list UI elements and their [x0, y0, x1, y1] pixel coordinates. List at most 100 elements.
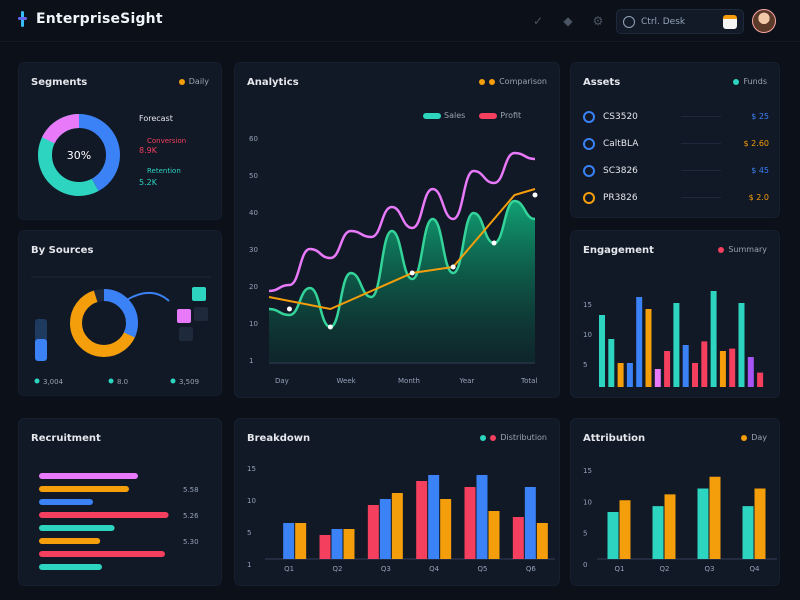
area-fill-sales [269, 201, 535, 363]
bar-a [319, 535, 331, 559]
bar-a [697, 488, 709, 559]
legend-square-dark [179, 327, 193, 341]
series-line-trend [268, 188, 536, 311]
recruitment-bar [39, 512, 169, 518]
asset-row[interactable]: PR3826 $ 2.0 [583, 184, 769, 211]
asset-row[interactable]: CaltBLA $ 2.60 [583, 130, 769, 157]
analytics-legend[interactable]: Comparison [479, 77, 547, 86]
coin-icon [583, 191, 595, 204]
series-label-sales: Sales [444, 111, 466, 120]
y-tick-label: 10 [583, 331, 592, 339]
settings-icon[interactable]: ⚙ [592, 14, 604, 28]
bar-a [607, 512, 619, 559]
engagement-bar [673, 303, 680, 387]
overview-legend-label: Daily [188, 77, 209, 86]
data-point [409, 270, 415, 276]
breakdown-title: Breakdown [247, 433, 311, 444]
asset-name: CS3520 [603, 111, 638, 122]
brand[interactable]: EnterpriseSight [18, 11, 163, 27]
stat-label-forecast: Forecast [139, 114, 173, 123]
engagement-bar [608, 339, 615, 387]
assets-legend[interactable]: Funds [733, 77, 767, 86]
sources-footer-1: 3,004 [43, 378, 64, 386]
bar-a [367, 505, 379, 559]
asset-row[interactable]: CS3520 $ 25 [583, 103, 769, 130]
overview-legend[interactable]: Daily [178, 77, 209, 86]
y-tick-label: 5 [247, 529, 251, 537]
sources-card: By Sources 3,004 8.0 3,509 [18, 230, 222, 396]
asset-divider [681, 197, 721, 198]
engagement-bar [701, 341, 708, 387]
analytics-legend-label: Comparison [499, 77, 547, 86]
engagement-bar [710, 291, 717, 387]
data-point [450, 264, 456, 270]
bar-b [524, 487, 536, 559]
recruitment-value: 5.26 [183, 512, 199, 520]
recruitment-value: 5.58 [183, 486, 199, 494]
assets-list: CS3520 $ 25 CaltBLA $ 2.60 SC3826 $ 45 PR3826 $… [583, 103, 769, 211]
mini-bar [35, 339, 47, 361]
y-tick-label: 5 [583, 361, 587, 369]
coin-icon [583, 110, 595, 123]
legend-square-pink [177, 309, 191, 323]
y-tick-label: 30 [249, 246, 258, 254]
x-tick-label: Q1 [284, 565, 294, 573]
legend-square-teal [192, 287, 206, 301]
stat-label-conversion: Conversion [147, 137, 186, 145]
user-chip[interactable]: Ctrl. Desk [616, 9, 744, 34]
attribution-legend[interactable]: Day [741, 433, 767, 442]
breakdown-legend[interactable]: Distribution [480, 433, 547, 442]
recruitment-title: Recruitment [31, 433, 101, 444]
recruitment-bar [39, 525, 115, 531]
asset-name: CaltBLA [603, 138, 639, 149]
recruitment-card: Recruitment 5.58 5.26 5.30 [18, 418, 222, 586]
avatar[interactable] [752, 9, 776, 33]
brand-name: EnterpriseSight [36, 11, 163, 27]
bar-c [440, 499, 452, 559]
engagement-bar [747, 357, 754, 387]
overview-donut: 30% Forecast Conversion 8.9K Retention 5… [38, 114, 186, 196]
engagement-title: Engagement [583, 245, 654, 256]
asset-value: $ 45 [751, 166, 769, 175]
bar-c [295, 523, 307, 559]
check-icon[interactable]: ✓ [532, 14, 544, 28]
bar-b [379, 499, 391, 559]
top-icons: ✓ ◆ ⚙ [528, 11, 608, 31]
calendar-icon[interactable] [723, 14, 737, 29]
data-point [532, 192, 538, 198]
x-tick-label: Q5 [478, 565, 488, 573]
y-tick-label: 5 [583, 530, 587, 538]
bar-b [709, 476, 721, 559]
engagement-bar [654, 369, 661, 387]
engagement-bar [738, 303, 745, 387]
data-point [491, 240, 497, 246]
asset-row[interactable]: SC3826 $ 45 [583, 157, 769, 184]
bar-a [512, 517, 524, 559]
clock-icon [623, 15, 635, 28]
bar-b [283, 523, 295, 559]
x-tick-label: Total [520, 377, 537, 385]
recruitment-chart: 5.58 5.26 5.30 [39, 473, 199, 570]
asset-divider [681, 116, 721, 117]
x-tick-label: Q6 [526, 565, 537, 573]
shield-icon[interactable]: ◆ [563, 14, 573, 28]
source-arc [118, 292, 170, 306]
legend-dot [178, 78, 185, 85]
engagement-card: Engagement Summary 15 10 5 [570, 230, 780, 398]
top-bar: EnterpriseSight ✓ ◆ ⚙ Ctrl. Desk [0, 0, 800, 42]
y-tick-label: 15 [247, 465, 256, 473]
recruitment-bar [39, 473, 138, 479]
analytics-series-legend[interactable]: Sales Profit [423, 111, 521, 120]
engagement-legend[interactable]: Summary [718, 245, 767, 254]
bar-a [742, 506, 754, 559]
engagement-bar [636, 297, 643, 387]
x-tick-label: Q4 [750, 565, 761, 573]
y-tick-label: 40 [249, 209, 258, 217]
sources-chart: 3,004 8.0 3,509 [31, 276, 211, 386]
analytics-card: Analytics Comparison Sales Profit 60 50 40… [234, 62, 560, 398]
stat-value-conversion: 8.9K [139, 146, 158, 155]
asset-value: $ 25 [751, 112, 769, 121]
recruitment-value: 5.30 [183, 538, 199, 546]
x-tick-label: Q2 [333, 565, 343, 573]
bar-b [619, 500, 631, 559]
